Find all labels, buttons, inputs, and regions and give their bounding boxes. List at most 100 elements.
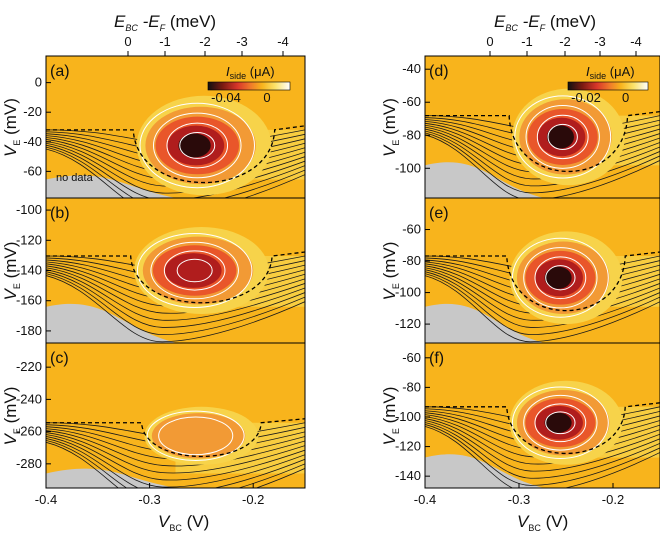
y-tick-label: 0 <box>35 75 42 90</box>
contour-line <box>46 269 305 321</box>
y-axis-label-main: V <box>1 144 20 157</box>
bottom-axis-label-right: VBC (V) <box>517 512 568 533</box>
y-tick-label: -280 <box>16 456 42 471</box>
white-contour <box>511 386 609 459</box>
y-tick-label: -160 <box>16 293 42 308</box>
y-tick-label: -120 <box>395 316 421 331</box>
x-tick-label: -0.4 <box>414 492 436 507</box>
contour-line <box>46 438 305 488</box>
panel-frame <box>424 342 660 489</box>
colorbar-title-unit: (μA) <box>606 64 634 79</box>
top-tick-label: -3 <box>236 34 248 49</box>
y-tick-label: -80 <box>402 253 421 268</box>
white-contour <box>523 394 598 451</box>
white-contour <box>511 237 609 318</box>
white-contour <box>523 247 598 309</box>
colorbar-gradient <box>567 81 649 91</box>
well-core <box>544 266 572 289</box>
top-tick-label: 0 <box>124 34 131 49</box>
white-contour <box>547 123 578 150</box>
no-data-region <box>46 303 178 343</box>
white-contour <box>176 258 213 283</box>
top-tick-label: -1 <box>521 34 533 49</box>
y-tick-label: -60 <box>402 222 421 237</box>
contour-line <box>425 134 660 198</box>
dashed-boundary <box>425 251 660 312</box>
colorbar-right: Iside (μA) -0.02 0 <box>567 64 649 105</box>
y-axis-label: VE (mV) <box>1 242 22 301</box>
panel-plot-area <box>425 343 660 488</box>
white-contour <box>179 132 216 159</box>
colorbar-tick: 0 <box>622 90 629 105</box>
contour-line <box>425 132 660 194</box>
y-axis-label-main: V <box>380 433 399 446</box>
y-axis-label-main: V <box>380 144 399 157</box>
white-contour <box>163 250 226 291</box>
well-core <box>544 412 572 433</box>
dashed-boundary <box>425 110 660 172</box>
white-contour <box>534 256 587 300</box>
no-data-region <box>425 454 545 488</box>
y-tick-label: -100 <box>395 285 421 300</box>
x-tick-label: -0.4 <box>35 492 57 507</box>
white-contour <box>139 102 255 189</box>
panel-d: (d) -40 -60 -80 -100 VE (mV) <box>380 55 660 199</box>
well-core <box>546 125 574 149</box>
y-tick-label: -120 <box>395 439 421 454</box>
contour-line <box>46 275 305 343</box>
y-tick-label: -40 <box>23 134 42 149</box>
white-contour <box>525 105 600 169</box>
panel-label: (c) <box>50 350 69 367</box>
contour-line <box>46 434 305 481</box>
contour-line <box>46 267 305 314</box>
contour-line <box>46 428 305 460</box>
y-tick-label: -60 <box>23 163 42 178</box>
colorbar-title-sub: side <box>590 71 607 81</box>
y-tick-label: -80 <box>402 127 421 142</box>
dashed-boundary <box>46 125 305 184</box>
white-contour <box>136 233 253 308</box>
y-tick-label: -100 <box>395 160 421 175</box>
white-contour <box>536 114 589 160</box>
panel-label: (a) <box>50 63 70 80</box>
white-contour <box>534 403 587 443</box>
panel-plot-area <box>46 198 305 343</box>
panel-label: (e) <box>429 205 449 222</box>
y-axis-label-sub: E <box>12 283 22 289</box>
x-tick-label: -0.3 <box>508 492 530 507</box>
y-axis-label: VE (mV) <box>1 98 22 157</box>
no-data-label: no data <box>56 172 94 184</box>
panel-label: (f) <box>429 350 444 367</box>
colorbar-title-sub: side <box>230 71 247 81</box>
colorbar-title-unit: (μA) <box>246 64 274 79</box>
y-axis-label-tail: (mV) <box>380 242 399 284</box>
white-contour <box>150 241 239 300</box>
panel-f: (f) -60 -80 -100 -120 -140 VE (mV) -0.4 -0.3 -0.2 <box>380 342 660 507</box>
y-axis-label-main: V <box>1 288 20 301</box>
colorbar-title-main: I <box>226 64 230 79</box>
colorbar-tick: -0.02 <box>571 90 601 105</box>
contour-line <box>46 271 305 328</box>
contour-line <box>425 130 660 187</box>
y-axis-label-sub: E <box>391 283 401 289</box>
y-axis-label-tail: (mV) <box>380 98 399 140</box>
white-contour <box>545 265 576 291</box>
contour-line <box>46 144 305 198</box>
top-tick-label: -3 <box>594 34 606 49</box>
top-axis-label-left: EBC -EF (meV) <box>114 12 216 33</box>
x-tick-label: -0.2 <box>242 492 264 507</box>
colorbar-title: Iside (μA) <box>226 64 275 81</box>
panel-e: (e) -60 -80 -100 -120 VE (mV) <box>380 197 660 344</box>
well-ring <box>151 413 246 459</box>
contour-line <box>46 436 305 488</box>
contour-line <box>425 275 660 343</box>
top-tick-label: 0 <box>486 34 493 49</box>
y-axis-label-main: V <box>1 433 20 446</box>
white-contour <box>514 95 612 179</box>
y-axis-label: VE (mV) <box>380 387 401 446</box>
contour-line <box>425 416 660 458</box>
dashed-boundary <box>46 251 305 304</box>
contour-line <box>46 146 305 198</box>
